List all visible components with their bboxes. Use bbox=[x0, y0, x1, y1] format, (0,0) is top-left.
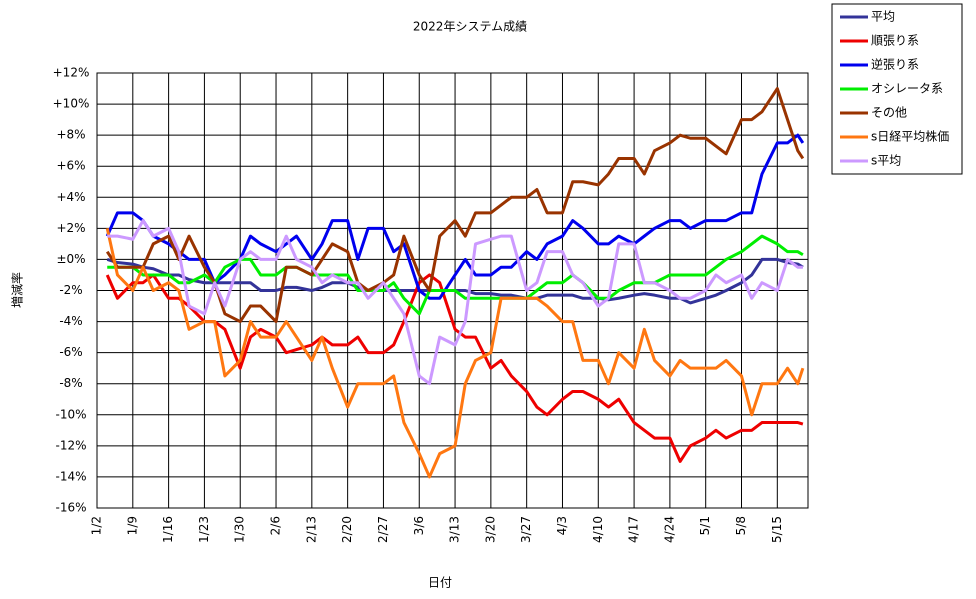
x-tick-label: 3/20 bbox=[483, 516, 497, 543]
x-tick-label: 2/6 bbox=[269, 516, 283, 535]
y-tick-label: +6% bbox=[56, 159, 85, 173]
y-tick-label: -6% bbox=[59, 345, 82, 359]
x-tick-label: 5/15 bbox=[770, 516, 784, 543]
x-tick-label: 5/8 bbox=[734, 516, 748, 535]
legend-label: s平均 bbox=[871, 154, 901, 168]
y-axis-label: 増減率 bbox=[10, 272, 25, 308]
x-tick-label: 4/17 bbox=[627, 516, 641, 543]
y-tick-label: +4% bbox=[56, 190, 85, 204]
y-tick-label: -2% bbox=[59, 283, 82, 297]
x-tick-label: 3/13 bbox=[448, 516, 462, 543]
x-axis-label: 日付 bbox=[428, 576, 452, 590]
x-tick-label: 5/1 bbox=[698, 516, 712, 535]
y-tick-label: -16% bbox=[55, 501, 86, 515]
legend-label: オシレータ系 bbox=[871, 82, 943, 96]
y-tick-label: -10% bbox=[55, 407, 86, 421]
x-tick-label: 4/10 bbox=[591, 516, 605, 543]
y-tick-label: +10% bbox=[53, 97, 90, 111]
x-tick-label: 1/2 bbox=[90, 516, 104, 535]
series-line bbox=[107, 219, 803, 386]
y-tick-label: -4% bbox=[59, 314, 82, 328]
y-tick-label: -14% bbox=[55, 469, 86, 483]
x-tick-label: 1/23 bbox=[197, 516, 211, 543]
x-tick-label: 4/24 bbox=[662, 516, 676, 543]
y-tick-label: -12% bbox=[55, 438, 86, 452]
x-tick-label: 3/27 bbox=[519, 516, 533, 543]
y-tick-label: +2% bbox=[56, 221, 85, 235]
series-line bbox=[105, 133, 805, 300]
y-tick-label: +12% bbox=[53, 66, 90, 80]
x-tick-label: 4/3 bbox=[555, 516, 569, 535]
legend-label: s日経平均株価 bbox=[871, 129, 949, 144]
y-tick-label: +8% bbox=[56, 128, 85, 142]
x-tick-label: 1/16 bbox=[161, 516, 175, 543]
legend-label: その他 bbox=[871, 106, 907, 120]
series-line bbox=[105, 228, 805, 479]
x-tick-label: 1/9 bbox=[125, 516, 139, 535]
x-tick-label: 2/27 bbox=[376, 516, 390, 543]
x-tick-label: 2/20 bbox=[340, 516, 354, 543]
chart-title: 2022年システム成績 bbox=[413, 20, 527, 34]
x-tick-label: 1/30 bbox=[233, 516, 247, 543]
series-line bbox=[106, 257, 804, 305]
legend-label: 平均 bbox=[871, 10, 895, 24]
legend-label: 順張り系 bbox=[871, 34, 919, 48]
series-line bbox=[107, 234, 804, 316]
x-tick-label: 3/6 bbox=[412, 516, 426, 535]
y-tick-label: ±0% bbox=[56, 252, 85, 266]
y-tick-label: -8% bbox=[59, 376, 82, 390]
series-line bbox=[105, 87, 805, 324]
legend-label: 逆張り系 bbox=[871, 57, 919, 72]
x-tick-label: 2/13 bbox=[304, 516, 318, 543]
